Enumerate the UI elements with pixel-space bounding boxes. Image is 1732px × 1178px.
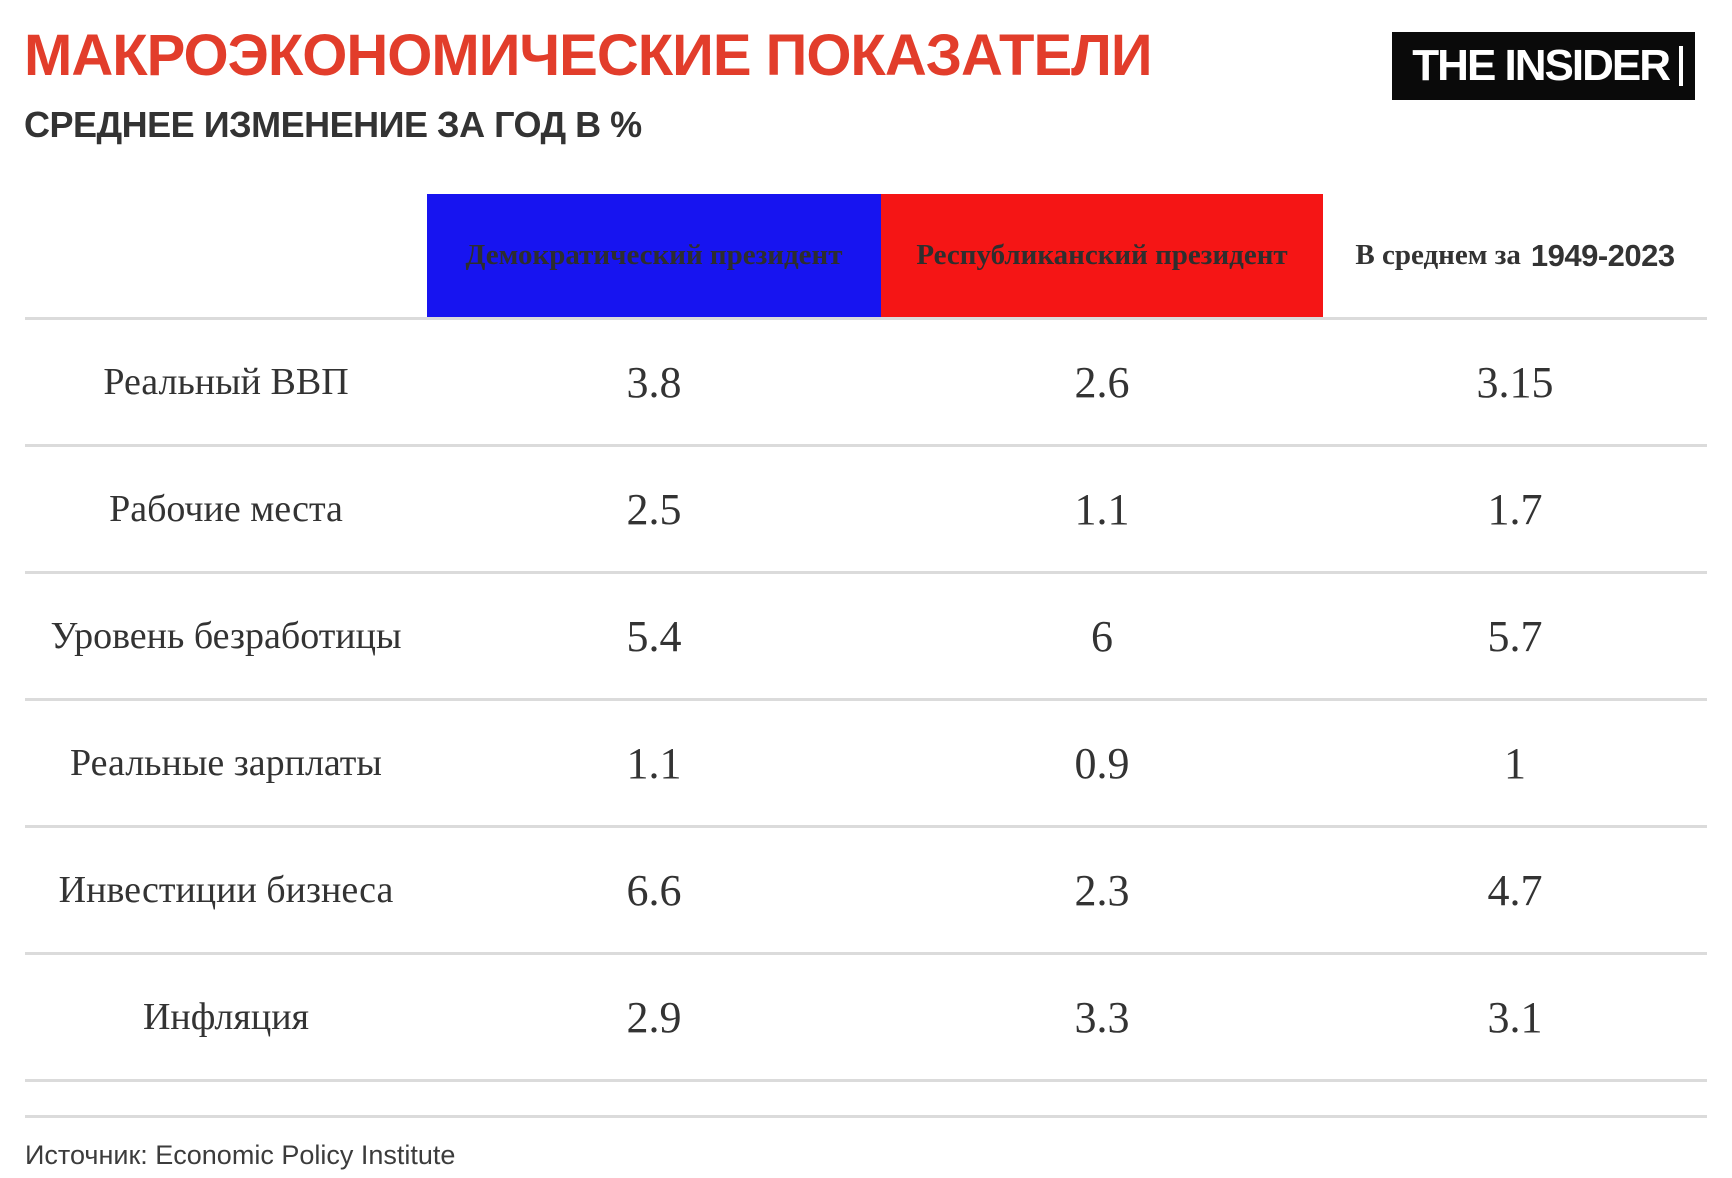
average-header-years: 1949-2023 <box>1530 237 1675 273</box>
row-label: Инвестиции бизнеса <box>58 869 394 912</box>
page-header: МАКРОЭКОНОМИЧЕСКИЕ ПОКАЗАТЕЛИ СРЕДНЕЕ ИЗ… <box>0 0 1732 144</box>
row-label: Уровень безработицы <box>50 615 402 658</box>
column-header-republican: Республиканский президент <box>881 194 1323 318</box>
average-header-prefix: В среднем за <box>1355 239 1521 272</box>
column-header-democrat: Демократический президент <box>427 194 881 318</box>
value-democrat: 2.5 <box>626 484 682 534</box>
page-subtitle: СРЕДНЕЕ ИЗМЕНЕНИЕ ЗА ГОД В % <box>24 103 642 145</box>
column-header-average: В среднем за 1949-2023 <box>1323 194 1707 317</box>
row-label: Инфляция <box>142 996 310 1039</box>
value-average: 4.7 <box>1487 865 1543 915</box>
footer-divider <box>25 1082 1707 1119</box>
value-republican: 6 <box>1091 611 1113 661</box>
logo-text: THE INSIDER <box>1412 41 1671 90</box>
value-average: 3.1 <box>1487 992 1543 1042</box>
row-label: Реальный ВВП <box>103 361 349 404</box>
value-democrat: 3.8 <box>626 357 682 407</box>
value-democrat: 6.6 <box>626 865 682 915</box>
row-label: Рабочие места <box>109 488 343 531</box>
value-democrat: 5.4 <box>626 611 682 661</box>
value-average: 5.7 <box>1487 611 1543 661</box>
table-row: Инфляция 2.9 3.3 3.1 <box>25 952 1707 1079</box>
indicators-table: Демократический президент Республикански… <box>25 194 1707 1171</box>
value-republican: 3.3 <box>1074 992 1130 1042</box>
table-row: Уровень безработицы 5.4 6 5.7 <box>25 571 1707 698</box>
row-label: Реальные зарплаты <box>70 742 382 785</box>
value-average: 1.7 <box>1487 484 1543 534</box>
source-note: Источник: Economic Policy Institute <box>25 1140 456 1171</box>
value-republican: 2.3 <box>1074 865 1130 915</box>
value-democrat: 2.9 <box>626 992 682 1042</box>
page-title: МАКРОЭКОНОМИЧЕСКИЕ ПОКАЗАТЕЛИ <box>24 23 1153 88</box>
header-empty-cell <box>25 194 427 317</box>
table-header-row: Демократический президент Республикански… <box>25 194 1707 318</box>
table-bottom-divider <box>25 1079 1707 1083</box>
table-row: Рабочие места 2.5 1.1 1.7 <box>25 444 1707 571</box>
value-average: 1 <box>1504 738 1526 788</box>
value-republican: 0.9 <box>1074 738 1130 788</box>
value-democrat: 1.1 <box>626 738 682 788</box>
table-row: Реальный ВВП 3.8 2.6 3.15 <box>25 317 1707 444</box>
the-insider-logo: THE INSIDER <box>1392 32 1695 100</box>
value-republican: 1.1 <box>1074 484 1130 534</box>
table-row: Реальные зарплаты 1.1 0.9 1 <box>25 698 1707 825</box>
logo-cursor-bar-icon <box>1679 46 1683 86</box>
value-republican: 2.6 <box>1074 357 1130 407</box>
value-average: 3.15 <box>1476 357 1554 407</box>
table-row: Инвестиции бизнеса 6.6 2.3 4.7 <box>25 825 1707 952</box>
